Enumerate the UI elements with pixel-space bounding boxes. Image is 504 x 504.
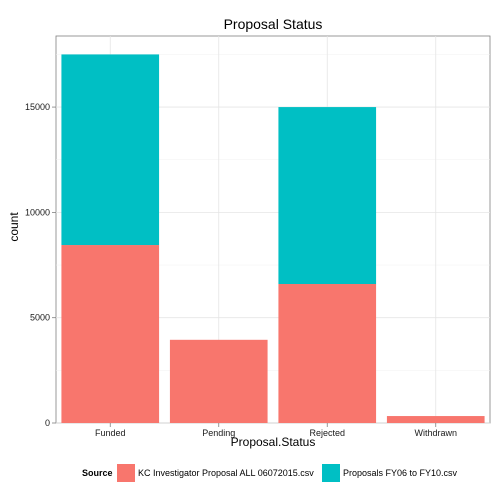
x-tick-label: Funded — [95, 428, 126, 438]
x-tick-label: Withdrawn — [414, 428, 457, 438]
bar-funded-series-1 — [61, 245, 160, 423]
y-axis-title: count — [7, 212, 21, 242]
legend-label-2: Proposals FY06 to FY10.csv — [343, 468, 458, 478]
y-tick-label: 15000 — [25, 102, 50, 112]
legend-items: KC Investigator Proposal ALL 06072015.cs… — [117, 464, 458, 482]
legend: Source KC Investigator Proposal ALL 0607… — [82, 464, 458, 482]
x-axis: Funded Pending Rejected Withdrawn — [95, 423, 457, 438]
bar-funded-series-2 — [61, 54, 160, 246]
x-tick-label: Rejected — [309, 428, 345, 438]
legend-title: Source — [82, 468, 113, 478]
y-tick-label: 10000 — [25, 207, 50, 217]
legend-key-1 — [117, 464, 135, 482]
bar-rejected-series-1 — [278, 283, 377, 423]
bar-withdrawn-series-1 — [386, 416, 485, 423]
chart-title: Proposal Status — [224, 16, 323, 32]
y-tick-label: 5000 — [30, 313, 50, 323]
bar-rejected-series-2 — [278, 107, 377, 284]
legend-label-1: KC Investigator Proposal ALL 06072015.cs… — [138, 468, 314, 478]
bar-layer — [61, 54, 485, 423]
plot-panel — [55, 35, 491, 424]
y-tick-label: 0 — [45, 418, 50, 428]
x-axis-title: Proposal.Status — [231, 435, 316, 449]
legend-key-2 — [322, 464, 340, 482]
bar-pending-series-1 — [169, 339, 268, 423]
y-axis: 0 5000 10000 15000 — [25, 102, 56, 428]
x-tick-label: Pending — [202, 428, 235, 438]
